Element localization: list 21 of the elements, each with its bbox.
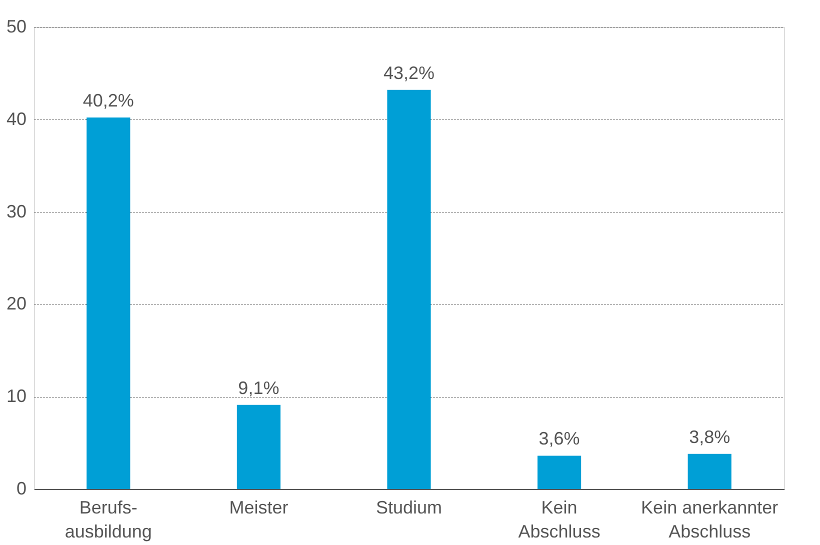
y-tick-label: 10 xyxy=(6,386,26,406)
x-tick-label: Kein Abschluss xyxy=(518,498,600,542)
x-tick-label: Studium xyxy=(376,498,442,518)
bar xyxy=(538,456,582,489)
y-tick-label: 20 xyxy=(6,294,26,314)
data-label: 40,2% xyxy=(82,90,134,111)
bar xyxy=(688,454,732,489)
x-tick-label: Kein anerkannter Abschluss xyxy=(641,498,778,542)
x-tick-label: Meister xyxy=(229,498,288,518)
data-label: 43,2% xyxy=(383,62,435,83)
x-tick-label: Berufs- ausbildung xyxy=(64,498,152,542)
y-tick-label: 50 xyxy=(6,16,26,36)
data-label: 9,1% xyxy=(238,378,280,398)
y-tick-label: 0 xyxy=(16,478,26,498)
bar xyxy=(236,404,280,489)
y-tick-label: 40 xyxy=(6,108,26,129)
y-tick-label: 30 xyxy=(6,201,26,222)
data-label: 3,8% xyxy=(689,426,730,447)
bar xyxy=(86,118,130,489)
bar xyxy=(387,90,431,489)
data-label: 3,6% xyxy=(538,428,580,449)
